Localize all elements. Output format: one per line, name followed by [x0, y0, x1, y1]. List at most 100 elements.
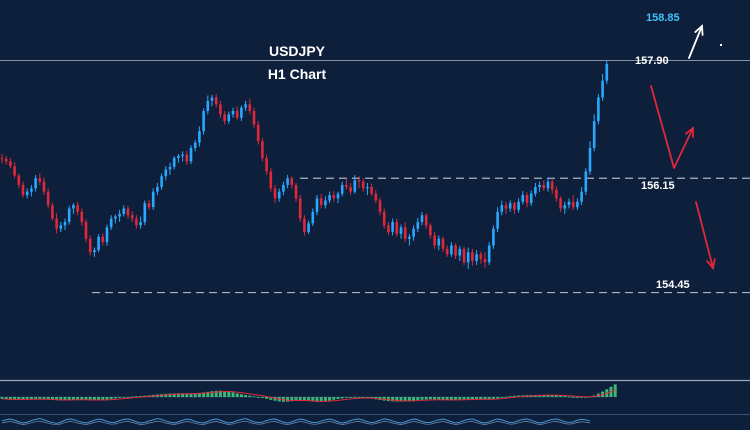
candle-body	[525, 195, 529, 204]
histogram-bar	[517, 395, 521, 397]
histogram-bar	[290, 397, 294, 402]
histogram-bar	[584, 397, 588, 398]
histogram-bar	[500, 397, 504, 398]
candle-body	[311, 211, 315, 224]
candle-body	[479, 254, 483, 259]
histogram-bar	[130, 396, 134, 398]
candle-body	[504, 205, 508, 209]
candle-body	[118, 213, 121, 217]
candle-body	[240, 107, 243, 118]
histogram-bar	[483, 397, 487, 400]
histogram-bar	[491, 397, 495, 399]
histogram-bar	[508, 396, 512, 398]
histogram-bar	[307, 397, 311, 402]
candle-body	[521, 195, 525, 202]
histogram-bar	[353, 397, 357, 398]
candle-body	[135, 218, 138, 226]
candle-body	[353, 180, 357, 192]
level-label-154-45: 154.45	[656, 279, 690, 291]
histogram-bar	[445, 397, 449, 401]
candle-body	[21, 184, 25, 196]
candle-body	[76, 205, 79, 212]
candle-body	[471, 252, 474, 261]
histogram-bar	[109, 397, 113, 399]
candle-body	[0, 158, 4, 160]
candles-layer	[0, 60, 609, 270]
histogram-bar	[252, 396, 256, 398]
histogram-bar	[206, 391, 210, 397]
histogram-bar	[428, 397, 432, 400]
histogram-bar	[63, 397, 67, 401]
candle-body	[387, 225, 390, 233]
candle-body	[563, 205, 567, 209]
candle-body	[17, 175, 21, 185]
candle-body	[67, 208, 71, 222]
histogram-bar	[407, 397, 411, 402]
candle-body	[273, 188, 277, 199]
candle-body	[332, 195, 336, 199]
arrow-down	[695, 201, 714, 269]
histogram-bar	[504, 396, 508, 398]
histogram-bar	[273, 397, 277, 401]
histogram-bar	[575, 397, 579, 398]
histogram-bar	[433, 397, 437, 400]
candle-body	[269, 171, 273, 189]
histogram-bar	[80, 397, 84, 400]
candle-body	[546, 181, 550, 189]
candle-body	[55, 218, 58, 229]
histogram-bar	[424, 397, 428, 400]
histogram-bar	[244, 395, 248, 397]
candle-body	[378, 200, 382, 212]
histogram-bar	[248, 395, 252, 397]
candle-body	[214, 97, 218, 105]
candle-body	[466, 252, 470, 263]
histogram-bar	[185, 393, 189, 397]
histogram-bar	[559, 395, 563, 397]
candle-body	[294, 184, 298, 199]
candle-body	[97, 236, 100, 251]
candle-body	[210, 97, 214, 101]
candle-body	[139, 221, 142, 226]
histogram-bar	[470, 397, 474, 400]
histogram-bar	[46, 397, 50, 400]
histogram-bar	[118, 397, 122, 398]
candle-body	[84, 221, 88, 239]
candle-body	[244, 104, 247, 108]
histogram-bar	[29, 397, 33, 400]
histogram-bar	[340, 397, 344, 399]
histogram-bar	[311, 397, 315, 402]
arrow-pullback-then-up-head	[685, 126, 694, 138]
candle-body	[147, 203, 151, 208]
candle-body	[122, 208, 126, 214]
histogram-bar	[101, 397, 105, 400]
chart-title: USDJPY	[269, 43, 326, 59]
candle-body	[395, 221, 399, 235]
candle-body	[424, 215, 428, 226]
histogram-bar	[202, 392, 206, 397]
candle-body	[290, 178, 294, 185]
candle-body	[307, 223, 310, 233]
candle-body	[151, 191, 155, 208]
candle-body	[80, 211, 84, 222]
histogram-bar	[168, 393, 172, 397]
arrow-up-target	[688, 25, 703, 59]
candle-body	[59, 225, 63, 229]
arrow-up-target-head	[694, 24, 704, 36]
candle-body	[576, 201, 579, 208]
histogram-bar	[181, 393, 185, 397]
level-label-156-15: 156.15	[641, 180, 675, 192]
candle-body	[441, 238, 445, 249]
histogram-bar	[336, 397, 340, 399]
candle-body	[42, 181, 46, 192]
histogram-bar	[71, 397, 75, 400]
histogram-bar	[487, 397, 491, 400]
candle-body	[256, 124, 260, 142]
candle-body	[340, 184, 344, 194]
histogram-bar	[239, 394, 243, 397]
candle-body	[567, 201, 571, 206]
candle-body	[374, 193, 378, 201]
histogram-bar	[349, 397, 353, 398]
histogram-bar	[365, 397, 369, 399]
candle-body	[534, 186, 537, 194]
histogram-bar	[139, 396, 143, 397]
